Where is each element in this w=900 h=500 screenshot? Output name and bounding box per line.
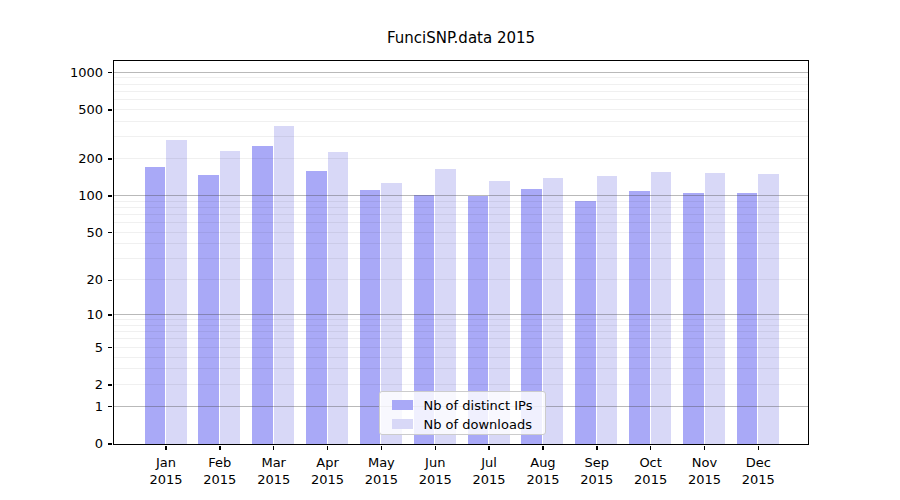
- gridline: [114, 338, 808, 339]
- y-tick-mark: [108, 232, 113, 234]
- y-tick-mark: [108, 314, 113, 316]
- x-tick-label-oct: Oct2015: [621, 454, 681, 489]
- x-tick-label-nov: Nov2015: [675, 454, 735, 489]
- gridline: [114, 243, 808, 244]
- gridline: [114, 325, 808, 326]
- x-tick-label-feb: Feb2015: [190, 454, 250, 489]
- legend-label-downloads: Nb of downloads: [424, 417, 532, 432]
- gridline: [114, 91, 808, 92]
- legend-swatch-downloads: [392, 419, 413, 429]
- gridline: [114, 232, 808, 233]
- gridline: [114, 99, 808, 100]
- figure: FunciSNP.data 2015 Nb of distinct IPs Nb…: [0, 0, 900, 500]
- gridline: [114, 158, 808, 159]
- x-axis: Jan2015Feb2015Mar2015Apr2015May2015Jun20…: [114, 446, 808, 500]
- gridline: [114, 258, 808, 259]
- gridline: [114, 368, 808, 369]
- x-tick-mark: [219, 446, 221, 451]
- x-tick-label-jun: Jun2015: [405, 454, 465, 489]
- y-tick-label: 1000: [70, 64, 103, 82]
- y-tick-mark: [108, 406, 113, 408]
- y-tick-label: 5: [95, 339, 103, 357]
- gridline: [114, 207, 808, 208]
- y-tick-label: 20: [86, 271, 103, 289]
- legend: Nb of distinct IPs Nb of downloads: [379, 391, 546, 435]
- y-tick-mark: [108, 72, 113, 74]
- gridline: [114, 222, 808, 223]
- y-tick-label: 200: [78, 150, 103, 168]
- gridline: [114, 319, 808, 320]
- x-tick-mark: [542, 446, 544, 451]
- x-tick-label-aug: Aug2015: [513, 454, 573, 489]
- gridline: [114, 195, 808, 196]
- y-axis: 01251020501002005001000: [0, 61, 112, 445]
- chart-title: FunciSNP.data 2015: [114, 29, 808, 47]
- y-tick-mark: [108, 109, 113, 111]
- legend-item-distinct-ips: Nb of distinct IPs: [392, 397, 545, 414]
- gridline: [114, 201, 808, 202]
- y-tick-label: 500: [78, 101, 103, 119]
- x-tick-mark: [273, 446, 275, 451]
- x-tick-mark: [704, 446, 706, 451]
- y-tick-label: 2: [95, 376, 103, 394]
- y-tick-label: 10: [86, 306, 103, 324]
- x-tick-mark: [650, 446, 652, 451]
- x-tick-label-mar: Mar2015: [244, 454, 304, 489]
- gridline: [114, 84, 808, 85]
- gridline: [114, 279, 808, 280]
- y-tick-label: 100: [78, 187, 103, 205]
- gridline: [114, 136, 808, 137]
- gridline: [114, 331, 808, 332]
- x-tick-label-jan: Jan2015: [136, 454, 196, 489]
- y-tick-mark: [108, 195, 113, 197]
- x-tick-label-jul: Jul2015: [459, 454, 519, 489]
- x-tick-mark: [596, 446, 598, 451]
- x-tick-mark: [165, 446, 167, 451]
- legend-label-distinct-ips: Nb of distinct IPs: [424, 398, 533, 413]
- gridline: [114, 214, 808, 215]
- y-tick-mark: [108, 443, 113, 445]
- x-tick-mark: [381, 446, 383, 451]
- plot-area: Nb of distinct IPs Nb of downloads: [113, 60, 809, 445]
- y-tick-mark: [108, 158, 113, 160]
- legend-item-downloads: Nb of downloads: [392, 416, 545, 433]
- gridline: [114, 357, 808, 358]
- y-tick-label: 1: [95, 398, 103, 416]
- gridline: [114, 109, 808, 110]
- x-tick-mark: [327, 446, 329, 451]
- x-tick-label-sep: Sep2015: [567, 454, 627, 489]
- y-tick-mark: [108, 347, 113, 349]
- legend-swatch-distinct-ips: [392, 400, 413, 410]
- gridline: [114, 347, 808, 348]
- x-tick-mark: [488, 446, 490, 451]
- gridline: [114, 77, 808, 78]
- gridlines-layer: [114, 61, 808, 444]
- x-tick-mark: [435, 446, 437, 451]
- y-tick-label: 50: [86, 224, 103, 242]
- x-tick-label-may: May2015: [351, 454, 411, 489]
- gridline: [114, 121, 808, 122]
- y-tick-mark: [108, 384, 113, 386]
- gridline: [114, 384, 808, 385]
- x-tick-label-dec: Dec2015: [728, 454, 788, 489]
- x-tick-label-apr: Apr2015: [298, 454, 358, 489]
- y-tick-mark: [108, 280, 113, 282]
- gridline: [114, 314, 808, 315]
- y-tick-label: 0: [95, 435, 103, 453]
- gridline: [114, 72, 808, 73]
- x-tick-mark: [758, 446, 760, 451]
